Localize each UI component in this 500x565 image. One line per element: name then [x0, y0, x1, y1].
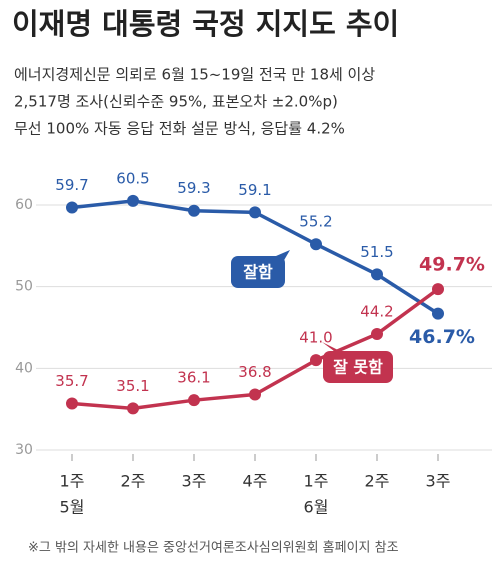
legend-label: 잘 못함 — [333, 358, 383, 377]
data-label: 44.2 — [360, 303, 393, 321]
data-point — [371, 328, 383, 341]
data-point — [66, 397, 78, 410]
data-point — [432, 307, 444, 320]
y-tick-label: 30 — [15, 442, 33, 458]
x-tick-label: 1주 — [304, 472, 329, 491]
data-point — [66, 201, 78, 214]
data-label: 36.8 — [238, 363, 271, 381]
x-tick-label: 2주 — [121, 472, 146, 491]
data-point — [310, 238, 322, 251]
data-label: 59.1 — [238, 181, 271, 199]
y-tick-label: 50 — [15, 279, 33, 295]
data-point — [188, 394, 200, 407]
data-label: 55.2 — [299, 213, 332, 231]
chart-title: 이재명 대통령 국정 지지도 추이 — [12, 7, 399, 41]
subtitle: 무선 100% 자동 응답 전화 설문 방식, 응답률 4.2% — [14, 120, 345, 138]
data-point — [310, 354, 322, 367]
data-point — [249, 388, 261, 401]
data-point — [371, 268, 383, 281]
data-label: 35.7 — [55, 372, 88, 390]
footnote: ※그 밖의 자세한 내용은 중앙선거여론조사심의위원회 홈페이지 참조 — [28, 541, 399, 556]
data-point — [188, 204, 200, 217]
subtitle: 에너지경제신문 의뢰로 6월 15~19일 전국 만 18세 이상 — [14, 66, 375, 84]
data-label: 59.3 — [177, 179, 210, 197]
data-label: 49.7% — [419, 254, 485, 276]
data-point — [249, 206, 261, 219]
x-group-label: 5월 — [60, 498, 85, 517]
callout-box — [323, 351, 393, 383]
data-point — [127, 194, 139, 207]
x-tick-label: 3주 — [182, 472, 207, 491]
callout-box — [231, 256, 285, 288]
data-point — [432, 283, 444, 296]
data-label: 59.7 — [55, 176, 88, 194]
x-tick-label: 2주 — [365, 472, 390, 491]
data-label: 36.1 — [177, 369, 210, 387]
x-tick-label: 1주 — [60, 472, 85, 491]
x-tick-label: 3주 — [426, 472, 451, 491]
y-tick-label: 40 — [15, 360, 33, 376]
x-tick-label: 4주 — [243, 472, 268, 491]
data-label: 35.1 — [116, 377, 149, 395]
x-group-label: 6월 — [304, 498, 329, 517]
data-point — [127, 402, 139, 415]
legend-label: 잘함 — [243, 263, 273, 282]
data-label: 41.0 — [299, 329, 332, 347]
data-label: 60.5 — [116, 169, 149, 187]
subtitle: 2,517명 조사(신뢰수준 95%, 표본오차 ±2.0%p) — [14, 93, 338, 111]
data-label: 51.5 — [360, 243, 393, 261]
data-label: 46.7% — [409, 326, 475, 348]
callout-tail — [322, 342, 342, 352]
y-tick-label: 60 — [15, 197, 33, 213]
